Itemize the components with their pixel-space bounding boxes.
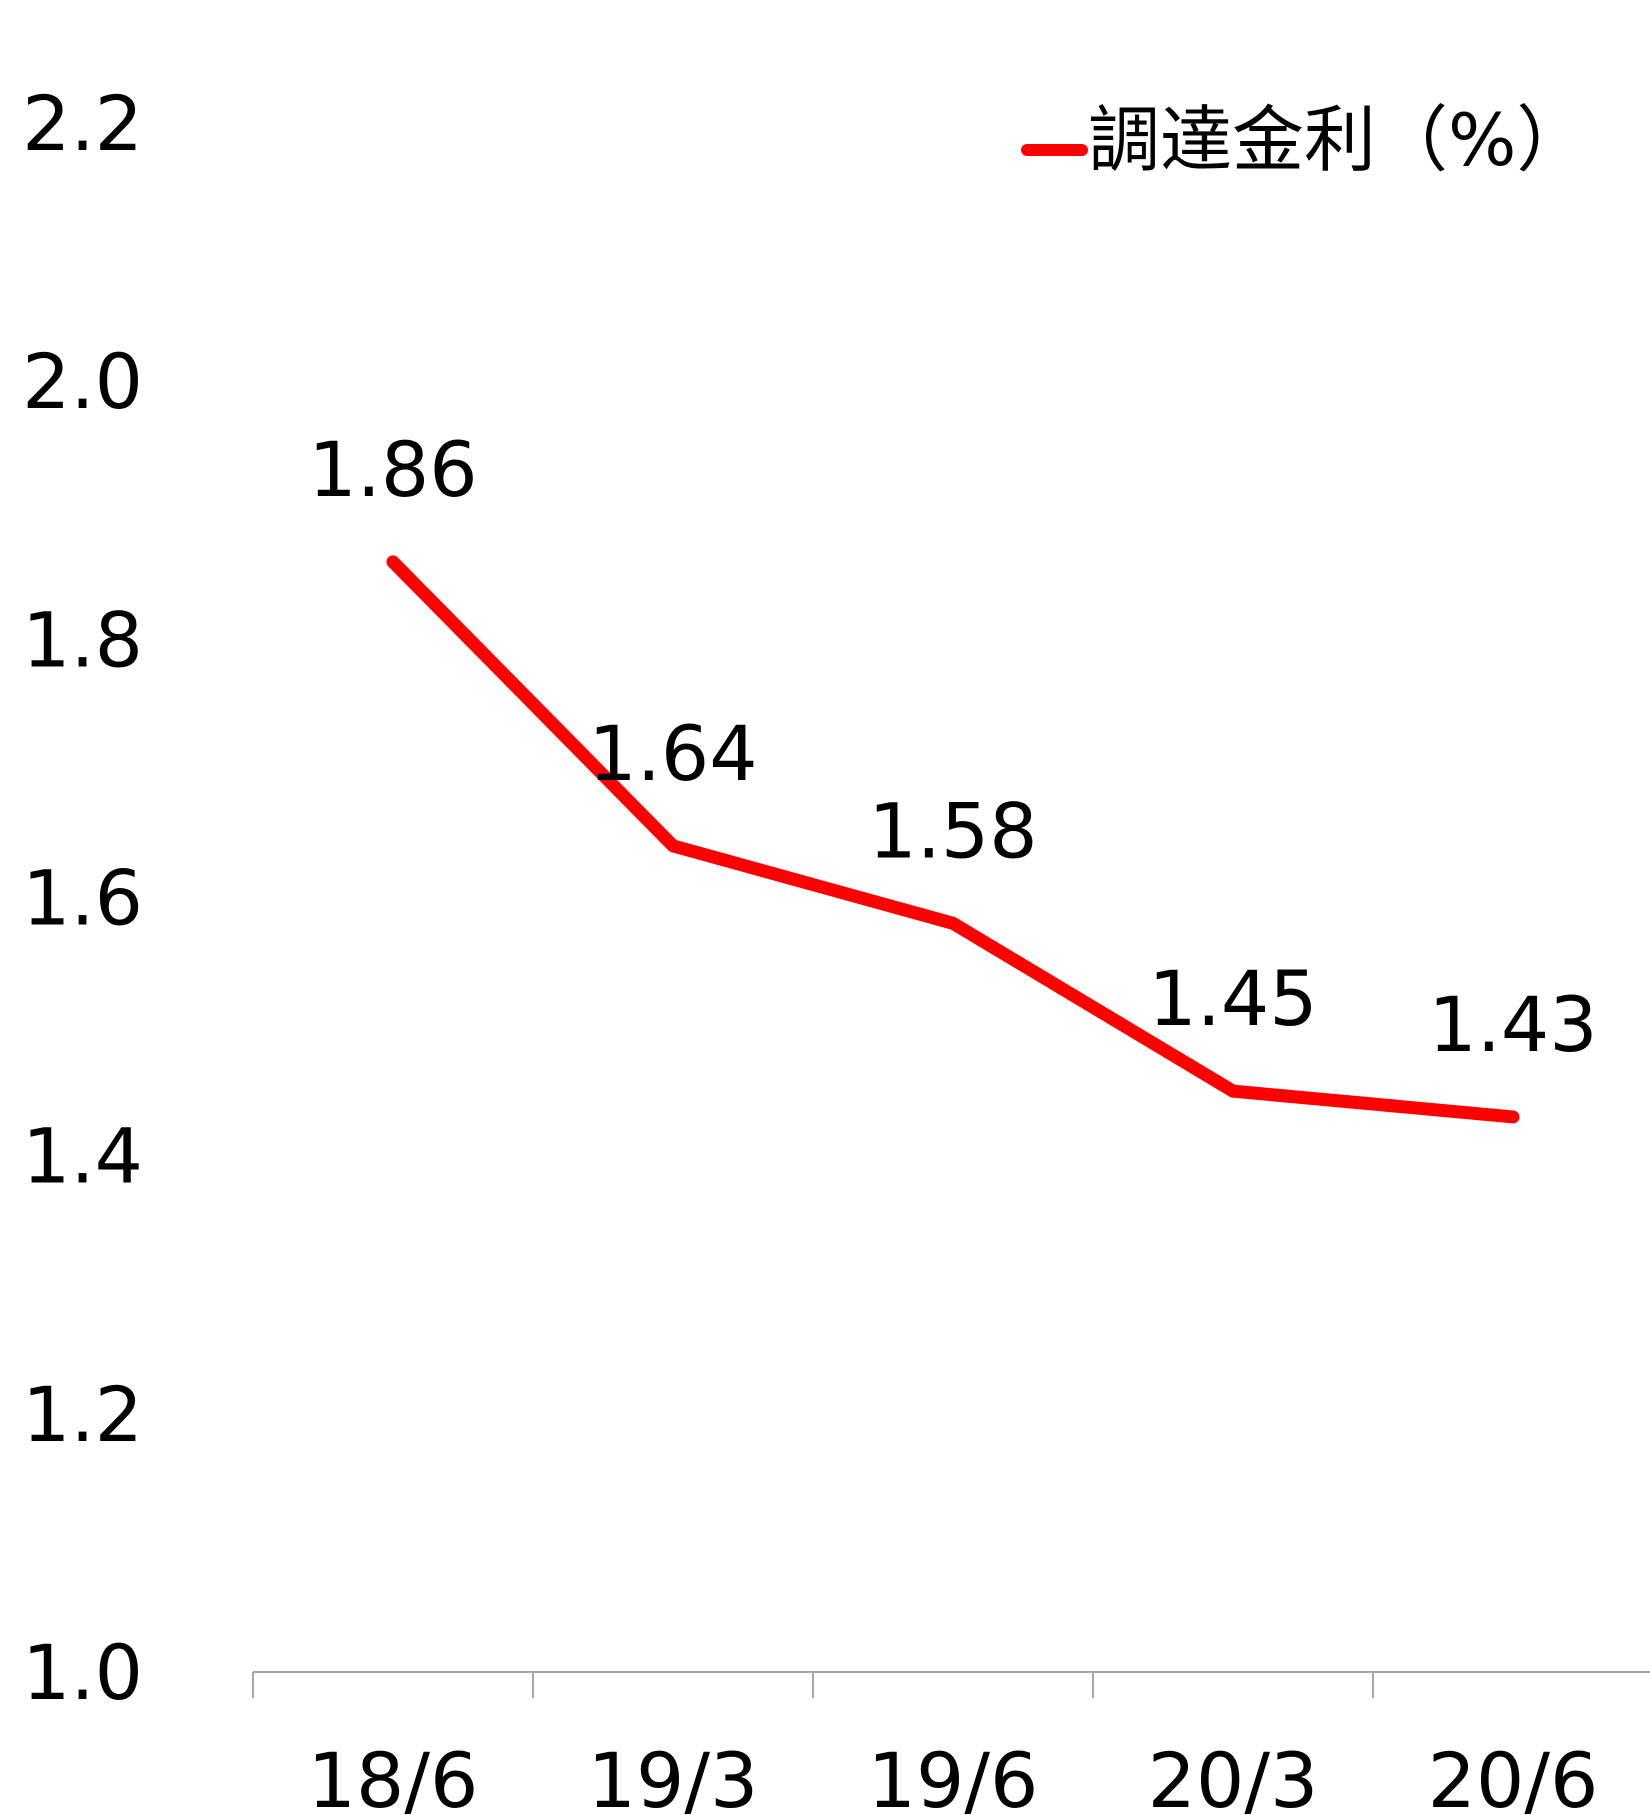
x-tick-label: 19/3 <box>588 1736 759 1815</box>
series-layer <box>386 555 1520 1124</box>
y-axis-tick-labels: 1.0 1.2 1.4 1.6 1.8 2.0 2.2 <box>22 79 143 1717</box>
y-tick-label: 1.6 <box>22 854 143 943</box>
data-label: 1.86 <box>308 425 477 514</box>
y-tick-label: 1.4 <box>22 1112 143 1201</box>
y-tick-label: 1.2 <box>22 1370 143 1459</box>
x-tick-label: 18/6 <box>308 1736 479 1815</box>
x-axis-tick-labels: 18/6 19/3 19/6 20/3 20/6 <box>308 1736 1599 1815</box>
legend-label: 調達金利（%） <box>1088 98 1588 182</box>
x-axis <box>252 1671 1650 1698</box>
y-tick-label: 2.0 <box>22 337 143 426</box>
data-label: 1.58 <box>868 786 1037 875</box>
data-label: 1.64 <box>588 709 757 798</box>
y-tick-label: 1.8 <box>22 595 143 684</box>
legend: 調達金利（%） <box>1021 98 1588 182</box>
data-label: 1.45 <box>1148 954 1317 1043</box>
data-label: 1.43 <box>1428 980 1597 1069</box>
x-tick-label: 20/3 <box>1148 1736 1319 1815</box>
y-tick-label: 1.0 <box>22 1628 143 1717</box>
x-tick-label: 19/6 <box>868 1736 1039 1815</box>
y-tick-label: 2.2 <box>22 79 143 168</box>
x-tick-label: 20/6 <box>1428 1736 1599 1815</box>
data-labels: 1.86 1.64 1.58 1.45 1.43 <box>308 425 1597 1069</box>
